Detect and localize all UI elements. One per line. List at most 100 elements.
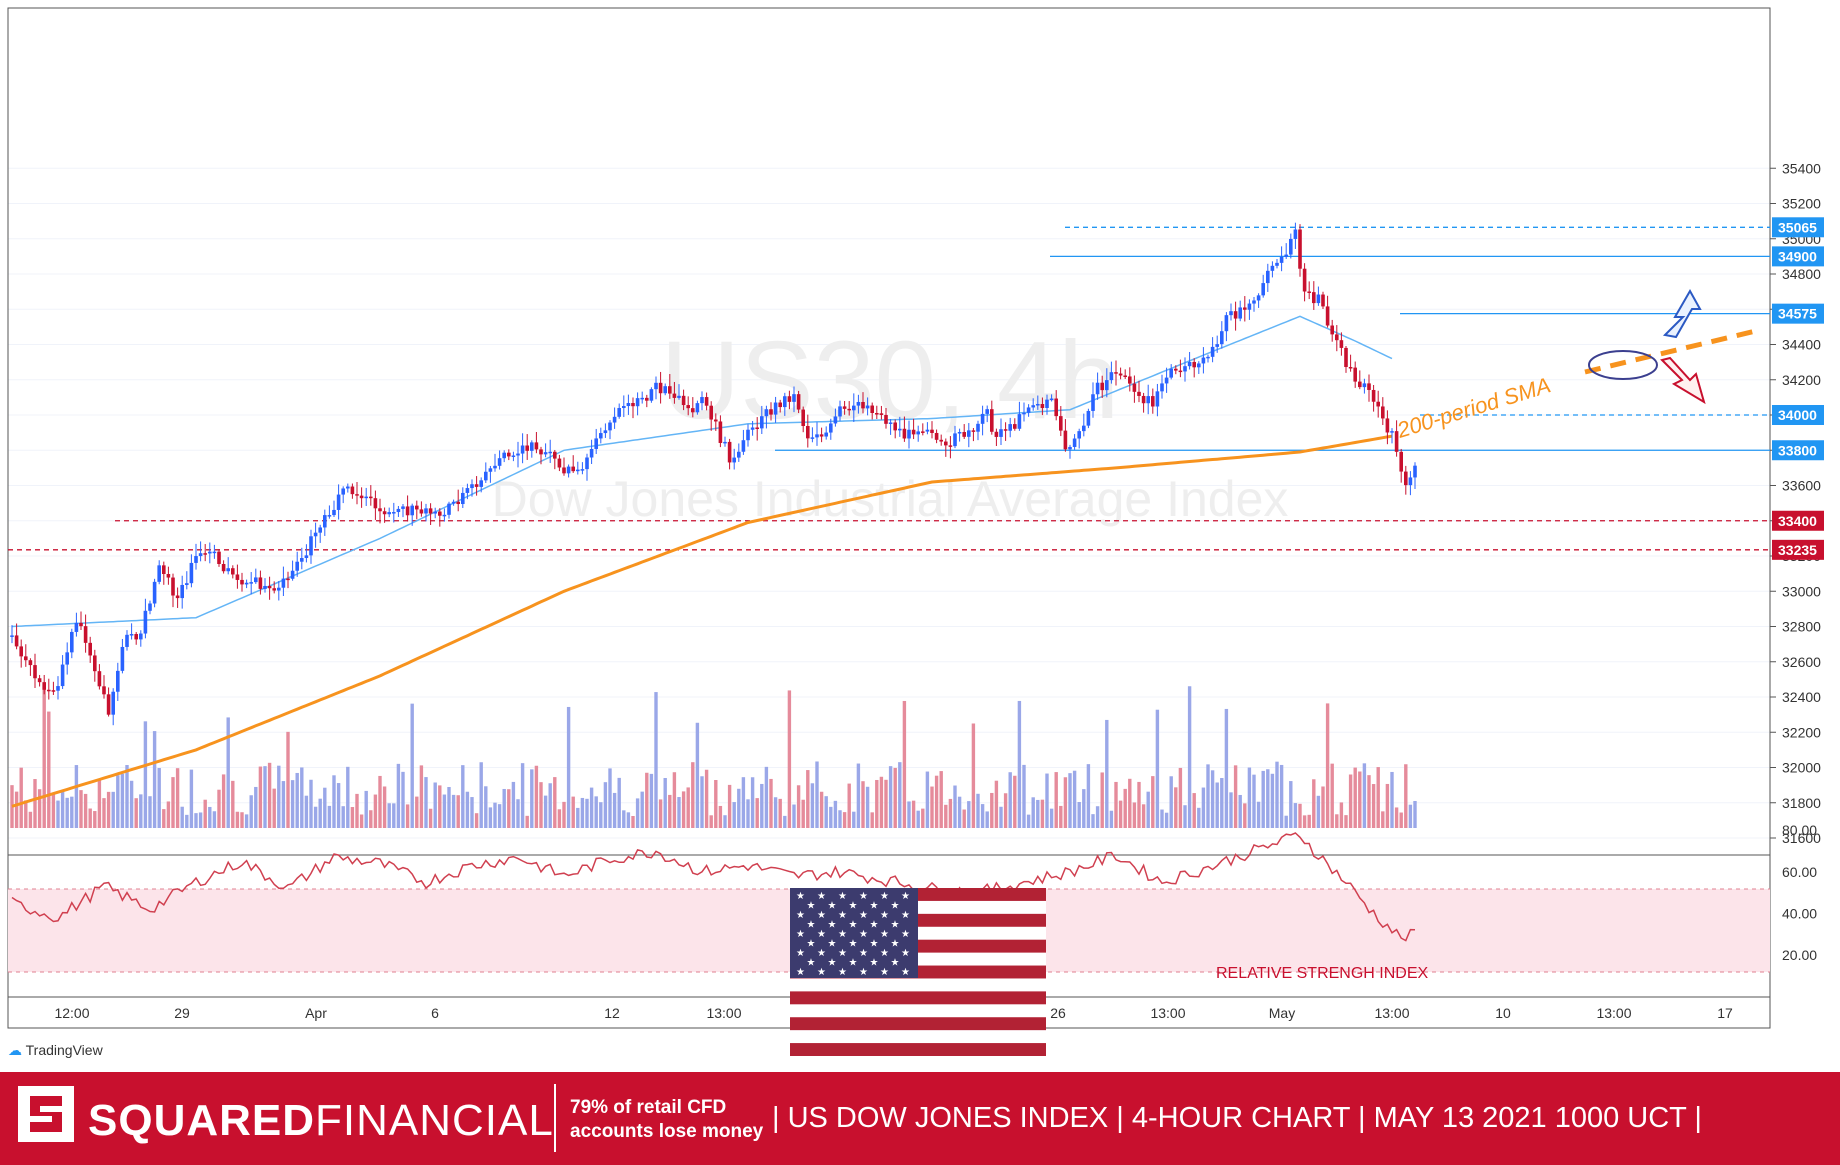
flag-star: ★ — [901, 929, 910, 940]
volume-bar — [1325, 703, 1330, 828]
volume-bar — [162, 809, 166, 828]
flag-star: ★ — [849, 939, 858, 950]
volume-bar — [1100, 772, 1104, 828]
candle-body — [1298, 229, 1302, 269]
risk-warning: 79% of retail CFD accounts lose money — [570, 1096, 770, 1144]
volume-bar — [175, 768, 180, 828]
volume-bar — [1054, 772, 1058, 828]
candle-body — [152, 581, 157, 604]
volume-bar — [1022, 764, 1026, 828]
tradingview-logo[interactable]: ☁ TradingView — [8, 1042, 103, 1059]
volume-bar — [1068, 773, 1072, 828]
candle-body — [373, 498, 378, 509]
candle-body — [189, 562, 194, 584]
candle-body — [139, 633, 143, 640]
volume-bar — [1132, 802, 1137, 828]
volume-bar — [359, 814, 364, 828]
volume-bar — [1321, 786, 1325, 828]
candle-body — [1072, 438, 1077, 447]
candle-body — [566, 466, 571, 474]
candle-body — [1031, 405, 1035, 408]
volume-bar — [102, 798, 106, 828]
flag-star: ★ — [891, 901, 900, 912]
volume-bar — [442, 794, 447, 828]
candle-body — [171, 577, 175, 596]
time-axis: 12:00 29 Apr 6 12 13:00 26 13:00 May 13:00 10 13:00… — [54, 1005, 1733, 1021]
volume-bar — [875, 779, 879, 828]
candle-body — [773, 402, 778, 415]
volume-bar — [516, 799, 520, 828]
time-label: Apr — [305, 1005, 327, 1021]
volume-bar — [566, 706, 571, 828]
candle-body — [254, 577, 258, 583]
volume-bar — [957, 796, 962, 828]
volume-bar — [548, 783, 552, 828]
volume-bar — [612, 792, 617, 828]
volume-bar — [1201, 787, 1206, 828]
volume-bar — [769, 778, 773, 828]
candle-body — [1385, 418, 1390, 433]
flag-star: ★ — [891, 958, 900, 969]
candle-body — [1063, 430, 1068, 450]
volume-bar — [401, 771, 405, 828]
flag-star: ★ — [891, 939, 900, 950]
volume-bar — [1123, 788, 1127, 828]
candle-body — [603, 430, 608, 434]
candle-body — [415, 505, 419, 510]
flag-star: ★ — [870, 901, 879, 912]
volume-bar — [1293, 803, 1298, 828]
volume-bar — [1072, 770, 1077, 828]
candle-body — [1362, 383, 1367, 388]
volume-bar — [1063, 777, 1068, 828]
candle-body — [1335, 334, 1339, 341]
volume-bar — [1362, 763, 1367, 828]
candle-body — [1017, 414, 1022, 429]
flag-star: ★ — [849, 958, 858, 969]
volume-bar — [1348, 774, 1353, 828]
volume-bar — [281, 781, 286, 828]
candle-body — [907, 429, 911, 439]
volume-bar — [801, 799, 805, 828]
flag-star: ★ — [828, 901, 837, 912]
candle-body — [387, 512, 391, 515]
volume-bar — [1137, 781, 1141, 828]
candle-body — [838, 406, 842, 417]
volume-bar — [760, 783, 764, 828]
candle-body — [1192, 361, 1196, 368]
candle-body — [346, 486, 350, 489]
logo-s-shape — [30, 1096, 62, 1132]
candle-body — [934, 432, 939, 440]
time-label: 13:00 — [706, 1005, 741, 1021]
candle-body — [1270, 265, 1275, 271]
flag-stripe — [790, 991, 1046, 1005]
candle-body — [1169, 368, 1173, 378]
flag-star: ★ — [859, 891, 868, 902]
volume-bar — [1206, 764, 1210, 828]
candle-body — [847, 408, 851, 411]
price-tick-label: 32200 — [1782, 724, 1821, 740]
candle-body — [516, 453, 520, 456]
price-level-badge — [1772, 405, 1824, 425]
volume-bar — [116, 775, 120, 828]
volume-bar — [152, 731, 157, 828]
time-label: May — [1269, 1005, 1295, 1021]
candle-body — [1123, 375, 1127, 377]
volume-bar — [456, 795, 460, 828]
us-flag: ★ ★ ★ ★ ★ ★★ ★ ★ ★ ★★ ★ ★ ★ ★ ★★ ★ ★ ★ ★★ ★ ★ ★ ★ ★★ ★ ★ ★ ★★ ★ ★ ★ ★ ★★… — [790, 888, 1046, 1056]
volume-bar — [525, 815, 529, 828]
candle-body — [631, 403, 635, 407]
candle-body — [1261, 283, 1265, 296]
candle-body — [1413, 465, 1417, 478]
flag-star: ★ — [838, 929, 847, 940]
time-label: 13:00 — [1150, 1005, 1185, 1021]
volume-bar — [244, 814, 249, 828]
candle-body — [451, 501, 456, 504]
volume-bar — [1367, 775, 1371, 828]
candle-body — [1178, 370, 1183, 373]
volume-bar — [198, 812, 203, 828]
candle-body — [93, 655, 97, 672]
volume-bar — [180, 806, 184, 828]
tradingview-cloud-icon: ☁ — [8, 1042, 22, 1058]
candle-body — [649, 389, 654, 401]
candle-body — [470, 484, 474, 489]
